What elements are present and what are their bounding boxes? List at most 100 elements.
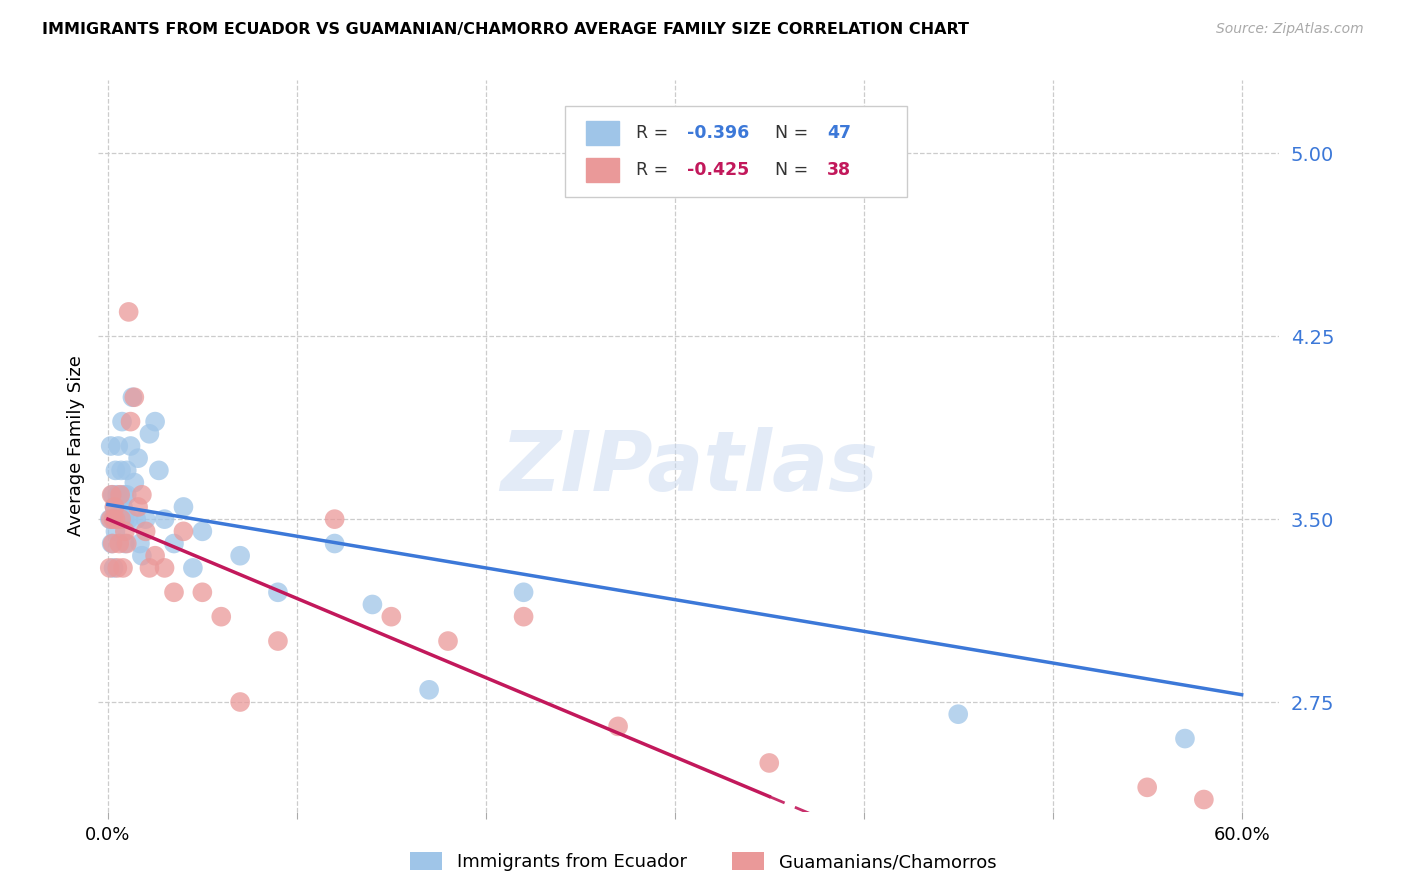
Point — [229, 695, 252, 709]
Point — [229, 549, 252, 563]
Point — [131, 488, 153, 502]
Point — [1174, 731, 1197, 746]
Point — [163, 585, 186, 599]
Point — [108, 512, 131, 526]
Point — [105, 561, 128, 575]
Legend: Immigrants from Ecuador, Guamanians/Chamorros: Immigrants from Ecuador, Guamanians/Cham… — [402, 845, 1004, 879]
Point — [1192, 792, 1215, 806]
Point — [114, 524, 136, 539]
Y-axis label: Average Family Size: Average Family Size — [66, 356, 84, 536]
Point — [101, 488, 124, 502]
Point — [107, 439, 129, 453]
Point — [100, 536, 122, 550]
Point — [607, 719, 630, 733]
Point — [103, 500, 125, 514]
Text: N =: N = — [775, 161, 814, 179]
Text: ZIPatlas: ZIPatlas — [501, 427, 877, 508]
Point — [380, 609, 402, 624]
Point — [181, 561, 204, 575]
Text: -0.396: -0.396 — [686, 124, 749, 142]
Point — [191, 585, 214, 599]
Text: R =: R = — [636, 124, 673, 142]
Point — [100, 512, 122, 526]
Point — [948, 707, 970, 722]
Point — [104, 524, 127, 539]
Point — [323, 512, 346, 526]
Point — [127, 500, 149, 514]
Point — [143, 549, 166, 563]
Point — [111, 500, 134, 514]
Point — [120, 439, 142, 453]
Text: Source: ZipAtlas.com: Source: ZipAtlas.com — [1216, 22, 1364, 37]
Point — [148, 463, 170, 477]
Point — [135, 512, 157, 526]
Point — [172, 524, 194, 539]
Point — [143, 415, 166, 429]
Point — [98, 561, 121, 575]
Point — [100, 439, 122, 453]
Point — [103, 512, 125, 526]
Point — [104, 512, 127, 526]
Point — [108, 500, 131, 514]
Bar — [586, 121, 619, 145]
Point — [108, 536, 131, 550]
Point — [118, 305, 141, 319]
Point — [103, 512, 125, 526]
Point — [361, 598, 384, 612]
Point — [512, 585, 534, 599]
Point — [153, 512, 176, 526]
FancyBboxPatch shape — [565, 106, 907, 197]
Point — [1230, 829, 1253, 843]
Text: R =: R = — [636, 161, 673, 179]
Point — [1136, 780, 1159, 795]
Point — [125, 512, 148, 526]
Point — [98, 512, 121, 526]
Bar — [586, 159, 619, 182]
Point — [267, 585, 290, 599]
Point — [512, 609, 534, 624]
Point — [103, 561, 125, 575]
Point — [105, 512, 128, 526]
Point — [112, 488, 135, 502]
Point — [104, 463, 127, 477]
Text: -0.425: -0.425 — [686, 161, 749, 179]
Point — [209, 609, 232, 624]
Point — [138, 426, 160, 441]
Point — [111, 415, 134, 429]
Point — [135, 524, 157, 539]
Point — [110, 512, 132, 526]
Point — [418, 682, 440, 697]
Text: 38: 38 — [827, 161, 851, 179]
Point — [124, 475, 146, 490]
Point — [111, 561, 134, 575]
Point — [103, 500, 125, 514]
Point — [129, 536, 152, 550]
Point — [127, 451, 149, 466]
Text: 47: 47 — [827, 124, 851, 142]
Point — [115, 536, 138, 550]
Point — [115, 488, 138, 502]
Point — [118, 512, 141, 526]
Point — [110, 463, 132, 477]
Point — [121, 390, 143, 404]
Point — [131, 549, 153, 563]
Point — [108, 488, 131, 502]
Point — [267, 634, 290, 648]
Point — [758, 756, 780, 770]
Text: N =: N = — [775, 124, 814, 142]
Point — [163, 536, 186, 550]
Point — [100, 488, 122, 502]
Point — [105, 488, 128, 502]
Point — [101, 536, 124, 550]
Point — [138, 561, 160, 575]
Point — [172, 500, 194, 514]
Point — [114, 512, 136, 526]
Point — [437, 634, 460, 648]
Point — [153, 561, 176, 575]
Point — [114, 536, 136, 550]
Point — [120, 415, 142, 429]
Point — [323, 536, 346, 550]
Point — [115, 463, 138, 477]
Point — [124, 390, 146, 404]
Point — [191, 524, 214, 539]
